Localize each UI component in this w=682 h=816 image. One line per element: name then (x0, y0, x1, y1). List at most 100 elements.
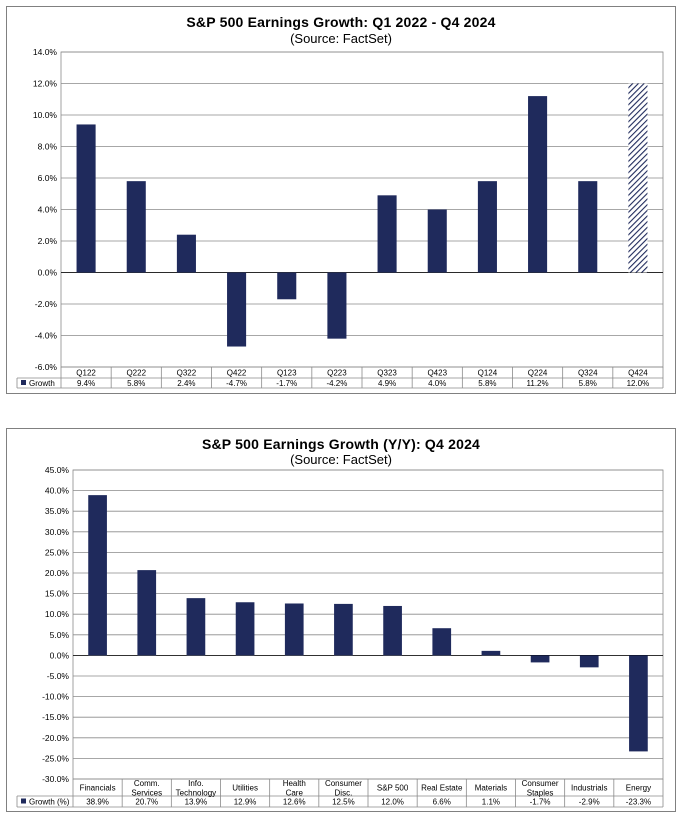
y-tick-label: 25.0% (45, 547, 70, 557)
y-tick-label: 10.0% (33, 110, 58, 120)
data-value-label: 38.9% (86, 798, 109, 807)
y-tick-label: -30.0% (42, 774, 69, 784)
bar (377, 195, 397, 273)
bar (334, 603, 353, 656)
bar (528, 96, 548, 273)
bar (284, 603, 304, 656)
chart-title: S&P 500 Earnings Growth: Q1 2022 - Q4 20… (186, 14, 496, 30)
y-tick-label: 5.0% (50, 630, 70, 640)
y-tick-label: 8.0% (38, 142, 58, 152)
chart-subtitle: (Source: FactSet) (290, 452, 392, 467)
bar (578, 181, 598, 273)
x-category-label: Financials (80, 784, 116, 793)
x-category-label: Q322 (177, 369, 197, 378)
x-category-label: Consumer (522, 779, 559, 788)
y-tick-label: -10.0% (42, 692, 69, 702)
y-tick-label: 40.0% (45, 486, 70, 496)
y-tick-label: -20.0% (42, 733, 69, 743)
bar (628, 83, 648, 273)
x-category-label: Utilities (232, 784, 258, 793)
bar (427, 209, 447, 273)
y-tick-label: 30.0% (45, 527, 70, 537)
data-value-label: 4.0% (428, 379, 446, 388)
x-category-label: Q422 (227, 369, 247, 378)
data-value-label: 12.5% (332, 798, 355, 807)
x-category-label: Care (286, 788, 304, 797)
y-tick-label: 10.0% (45, 609, 70, 619)
y-tick-label: 0.0% (38, 268, 58, 278)
data-value-label: 9.4% (77, 379, 95, 388)
data-value-label: -4.2% (326, 379, 347, 388)
data-value-label: 12.9% (234, 798, 257, 807)
chart-panel-sector: S&P 500 Earnings Growth (Y/Y): Q4 2024 (… (6, 428, 676, 812)
y-tick-label: 35.0% (45, 506, 70, 516)
y-tick-label: 2.0% (38, 236, 58, 246)
x-category-label: Materials (475, 784, 507, 793)
x-category-label: Disc. (335, 788, 353, 797)
data-value-label: 20.7% (135, 798, 158, 807)
x-category-label: Staples (527, 788, 554, 797)
data-value-label: -1.7% (530, 798, 551, 807)
y-tick-label: -15.0% (42, 712, 69, 722)
legend-swatch (21, 798, 26, 804)
x-category-label: Q224 (528, 369, 548, 378)
x-category-label: Q424 (628, 369, 648, 378)
y-tick-label: 4.0% (38, 205, 58, 215)
data-value-label: 11.2% (527, 379, 549, 388)
x-category-label: Comm. (134, 779, 160, 788)
y-tick-label: 12.0% (33, 79, 58, 89)
bar (579, 655, 599, 668)
x-category-label: S&P 500 (377, 784, 409, 793)
x-category-label: Q124 (478, 369, 498, 378)
x-category-label: Q423 (427, 369, 447, 378)
data-value-label: 5.8% (579, 379, 597, 388)
data-value-label: -1.7% (276, 379, 297, 388)
bar (481, 650, 501, 656)
bar (629, 655, 648, 752)
data-value-label: 13.9% (185, 798, 208, 807)
bar (176, 234, 196, 273)
bar (227, 272, 247, 347)
y-tick-label: 14.0% (33, 47, 58, 57)
bar (432, 628, 452, 656)
y-tick-label: 20.0% (45, 568, 70, 578)
x-category-label: Q123 (277, 369, 297, 378)
bar (186, 598, 206, 656)
chart-title: S&P 500 Earnings Growth (Y/Y): Q4 2024 (201, 436, 481, 452)
bar (235, 602, 255, 656)
x-category-label: Energy (626, 784, 651, 793)
x-category-label: Q324 (578, 369, 598, 378)
y-tick-label: -6.0% (35, 362, 58, 372)
bar (76, 124, 96, 273)
y-tick-label: -2.0% (35, 299, 58, 309)
y-tick-label: -4.0% (35, 331, 58, 341)
data-value-label: 1.1% (482, 798, 500, 807)
chart-sector-svg: -30.0% -25.0% -20.0% -15.0% -10.0% -5.0% 0.0% 5… (16, 465, 664, 808)
chart-quarterly-svg: -6.0% -4.0% -2.0% 0.0% 2.0% 4.0% 6.0% 8.0% 10.0%… (16, 47, 664, 389)
legend-series-name: Growth (29, 379, 55, 388)
x-category-label: Health (283, 779, 306, 788)
y-tick-label: 45.0% (45, 465, 70, 475)
data-value-label: -23.3% (626, 798, 651, 807)
x-category-label: Q223 (327, 369, 347, 378)
data-value-label: 12.0% (627, 379, 650, 388)
y-tick-label: -5.0% (47, 671, 70, 681)
x-category-label: Q222 (126, 369, 146, 378)
chart-panel-quarterly: S&P 500 Earnings Growth: Q1 2022 - Q4 20… (6, 6, 676, 394)
y-tick-label: 0.0% (50, 650, 70, 660)
bar (327, 272, 347, 339)
x-category-label: Technology (176, 788, 216, 797)
data-value-label: 12.0% (381, 798, 404, 807)
data-value-label: 2.4% (177, 379, 195, 388)
data-value-label: -2.9% (579, 798, 600, 807)
y-tick-label: -25.0% (42, 753, 69, 763)
x-category-label: Info. (188, 779, 204, 788)
data-value-label: 5.8% (478, 379, 496, 388)
legend-series-name: Growth (%) (29, 798, 70, 807)
bar (383, 605, 402, 656)
bar (88, 495, 107, 656)
data-value-label: 12.6% (283, 798, 306, 807)
x-category-label: Real Estate (421, 784, 463, 793)
y-tick-label: 15.0% (45, 589, 70, 599)
legend-swatch (21, 380, 26, 385)
